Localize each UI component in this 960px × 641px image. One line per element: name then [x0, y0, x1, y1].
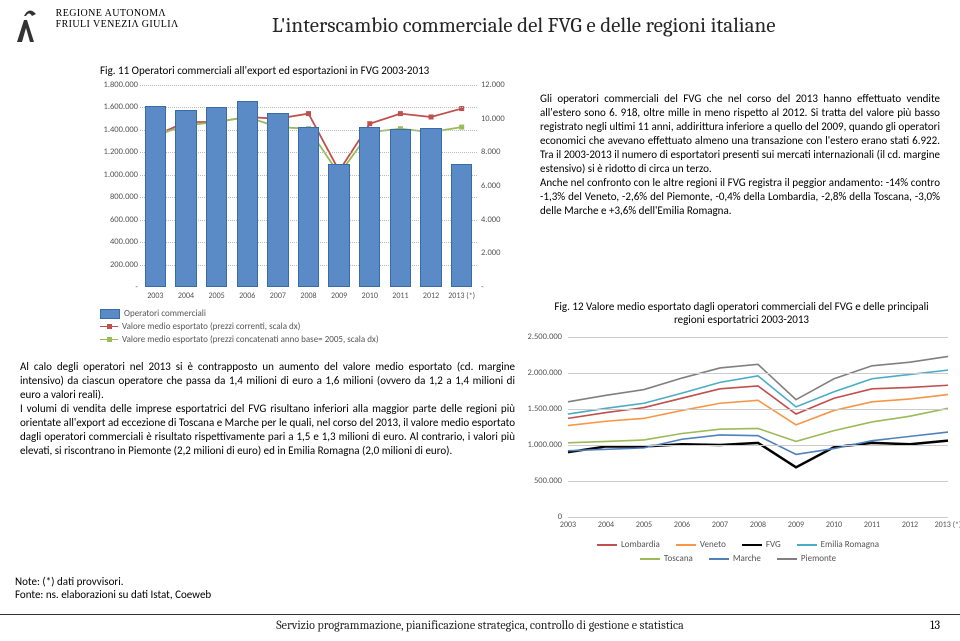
legend-green: Valore medio esportato (prezzi concatena…	[122, 334, 379, 345]
note-provvisori: Note: (*) dati provvisori.	[15, 575, 211, 588]
fig12-title: Fig. 12 Valore medio esportato dagli ope…	[543, 300, 940, 326]
legend-red: Valore medio esportato (prezzi correnti,…	[122, 321, 300, 332]
fonte: Fonte: ns. elaborazioni su dati Istat, C…	[15, 588, 211, 601]
paragraph-right: Gli operatori commerciali del FVG che ne…	[540, 92, 940, 218]
fig11-chart: -200.000400.000600.000800.0001.000.0001.…	[100, 80, 515, 305]
region-name: REGIONE AUTONOMΛ FRIULI VENEZIΛ GIULIΛ	[56, 8, 179, 30]
page-number: 13	[930, 618, 940, 632]
fig12-legend: LombardiaVenetoFVGEmilia Romagna Toscana…	[518, 538, 958, 566]
footer-rule	[0, 614, 960, 615]
region-line2: FRIULI VENEZIΛ GIULIΛ	[56, 19, 179, 30]
bar-swatch	[100, 309, 120, 319]
fig11-block: Fig. 11 Operatori commerciali all'export…	[100, 64, 515, 346]
fig12-block: 0500.0001.000.0001.500.0002.000.0002.500…	[518, 332, 958, 577]
paragraph-left: Al calo degli operatori nel 2013 si è co…	[20, 360, 515, 458]
fig12-lines-overlay	[518, 332, 958, 532]
green-line-swatch	[100, 336, 118, 344]
fig12-chart: 0500.0001.000.0001.500.0002.000.0002.500…	[518, 332, 958, 532]
legend-bars: Operatori commerciali	[124, 308, 206, 319]
notes: Note: (*) dati provvisori. Fonte: ns. el…	[15, 575, 211, 601]
region-line1: REGIONE AUTONOMΛ	[56, 8, 166, 19]
red-line-swatch	[100, 323, 118, 331]
fig11-title: Fig. 11 Operatori commerciali all'export…	[100, 64, 515, 77]
region-logo	[12, 8, 46, 44]
slide-header: REGIONE AUTONOMΛ FRIULI VENEZIΛ GIULIΛ L…	[12, 8, 948, 48]
footer-text: Servizio programmazione, pianificazione …	[0, 618, 960, 632]
page-title: L'interscambio commerciale del FVG e del…	[272, 14, 775, 38]
fig11-legend: Operatori commerciali Valore medio espor…	[100, 307, 515, 346]
